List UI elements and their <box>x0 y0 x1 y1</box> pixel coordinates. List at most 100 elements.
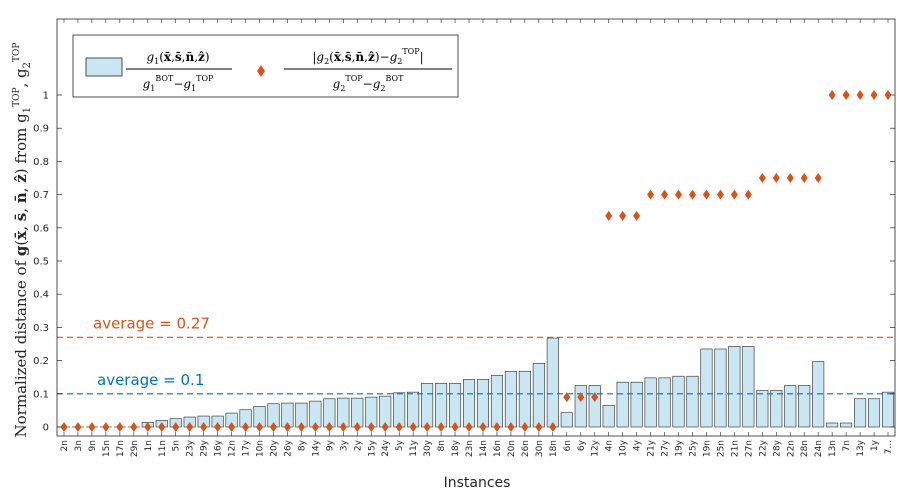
marker-12n <box>228 422 236 432</box>
x-tick-label-3n: 3n <box>74 440 84 451</box>
x-tick-label-10y: 10y <box>619 439 629 456</box>
marker-5n <box>172 422 180 432</box>
bar-12y <box>588 385 601 428</box>
marker-27n <box>744 189 752 200</box>
marker-9y <box>325 422 333 432</box>
x-tick-label-10n: 10n <box>256 440 266 457</box>
x-tick-label-30n: 30n <box>535 440 545 457</box>
marker-18y <box>451 422 459 432</box>
x-tick-label-11y: 11y <box>409 439 419 456</box>
marker-25n <box>716 189 724 200</box>
bar-28n <box>798 385 811 428</box>
x-tick-label-25n: 25n <box>716 440 726 457</box>
marker-12y <box>591 392 599 403</box>
marker-29y <box>200 422 208 432</box>
x-tick-label-8n: 8n <box>437 440 447 451</box>
bar-13y <box>854 398 867 428</box>
bar-30n <box>532 362 545 428</box>
marker-14y <box>311 422 319 432</box>
bar-23n <box>462 379 476 428</box>
x-tick-labels: 2n 3n 9n 15n 17n 29n 1n 11n 5n 23y 29y 16y 12n 17y 10n… <box>60 439 894 457</box>
x-tick-label-15y: 15y <box>367 439 377 456</box>
x-tick-label-14y: 14y <box>311 439 321 456</box>
marker-26y <box>283 422 291 432</box>
x-tick-label-23y: 23y <box>186 439 196 456</box>
bar-28y <box>770 390 783 428</box>
x-tick-label-14n: 14n <box>479 440 489 457</box>
marker-19y <box>675 189 683 200</box>
marker-9n <box>88 422 96 432</box>
average-label-1: average = 0.1 <box>97 371 204 389</box>
marker-30y <box>423 422 431 432</box>
marker-20n <box>507 422 515 432</box>
bar-8n <box>435 383 448 428</box>
bar-13n <box>826 422 839 428</box>
marker-29n <box>130 422 138 432</box>
bar-22n <box>784 385 797 428</box>
bar-4y <box>630 381 643 428</box>
marker-series <box>60 90 892 432</box>
marker-22n <box>786 173 794 183</box>
bar-7... <box>881 391 895 428</box>
marker-10n <box>256 422 264 432</box>
x-tick-label-18n: 18n <box>549 440 559 457</box>
y-axis-label: Normalized distance of g(x̄, s̄, n̄, ẑ) … <box>12 43 33 438</box>
x-tick-label-24y: 24y <box>381 439 391 456</box>
bar-22y <box>756 390 769 428</box>
bar-21n <box>728 346 741 428</box>
y-tick-label: 0.3 <box>33 323 49 334</box>
x-tick-label-25y: 25y <box>688 439 698 456</box>
bar-6n <box>560 412 573 428</box>
marker-28y <box>772 173 780 183</box>
marker-16y <box>214 422 222 432</box>
marker-11n <box>158 422 166 432</box>
marker-21y <box>647 189 655 200</box>
marker-17n <box>116 422 124 432</box>
x-tick-label-24n: 24n <box>814 440 824 457</box>
marker-2n <box>60 422 68 432</box>
x-tick-label-17y: 17y <box>242 439 252 456</box>
svg-text:|g2(x̄,s̄,n̄,ẑ)−g2TOP|: |g2(x̄,s̄,n̄,ẑ)−g2TOP| <box>312 47 423 66</box>
y-tick-label: 0.7 <box>33 190 49 201</box>
x-tick-label-7n: 7n <box>842 440 852 451</box>
x-tick-label-29y: 29y <box>200 439 210 456</box>
x-tick-label-23n: 23n <box>465 440 475 457</box>
bar-5y <box>393 392 406 428</box>
marker-4y <box>633 210 641 221</box>
bar-19y <box>672 375 685 428</box>
x-tick-label-7...: 7... <box>884 440 894 454</box>
x-tick-label-30y: 30y <box>423 439 433 456</box>
legend-entry-marker: |g2(x̄,s̄,n̄,ẑ)−g2TOP| g2TOP−g2BOT <box>284 47 452 93</box>
bar-6y <box>574 385 587 428</box>
x-tick-label-20y: 20y <box>269 439 279 456</box>
bar-26n <box>518 370 531 428</box>
x-tick-label-4y: 4y <box>633 439 643 451</box>
x-tick-label-22n: 22n <box>786 440 796 457</box>
marker-24n <box>814 173 822 183</box>
x-tick-label-13n: 13n <box>828 440 838 457</box>
x-tick-label-18y: 18y <box>451 439 461 456</box>
x-tick-label-29n: 29n <box>130 440 140 457</box>
x-tick-label-9n: 9n <box>88 440 98 451</box>
svg-text:Normalized distance of g(x̄, s: Normalized distance of g(x̄, s̄, n̄, ẑ) … <box>12 43 33 438</box>
marker-24y <box>381 422 389 432</box>
y-tick-label: 0.8 <box>33 157 49 168</box>
legend-diamond-marker <box>257 65 265 77</box>
marker-3n <box>74 422 82 432</box>
bar-18y <box>449 383 462 428</box>
x-tick-label-20n: 20n <box>507 440 517 457</box>
bar-18n <box>546 337 559 428</box>
marker-21n <box>730 189 738 200</box>
legend-bar-swatch <box>85 57 123 77</box>
marker-10y <box>619 210 627 221</box>
x-tick-label-21n: 21n <box>730 440 740 457</box>
legend-entry-bar: g1(x̄,s̄,n̄,ẑ) g1BOT−g1TOP <box>126 50 232 93</box>
x-tick-label-9y: 9y <box>325 439 335 451</box>
x-tick-label-27n: 27n <box>744 440 754 457</box>
marker-13y <box>856 90 864 100</box>
x-tick-label-27y: 27y <box>661 439 671 456</box>
bar-1y <box>868 398 881 428</box>
x-tick-label-8y: 8y <box>297 439 307 451</box>
x-tick-label-21y: 21y <box>647 439 657 456</box>
x-tick-label-28n: 28n <box>800 440 810 457</box>
